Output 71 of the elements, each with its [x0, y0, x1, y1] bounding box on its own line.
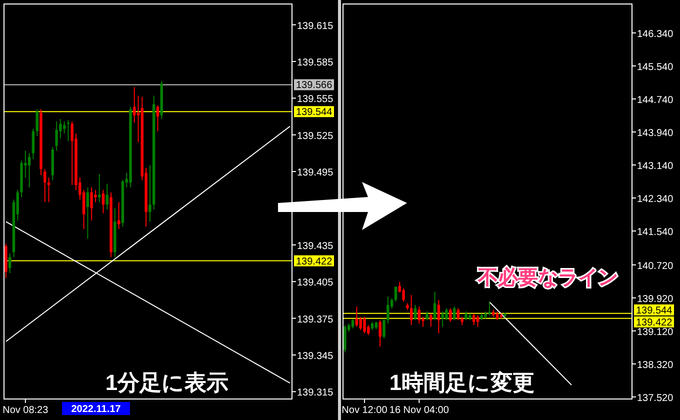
- candlestick: [382, 318, 386, 339]
- candlestick: [488, 301, 491, 316]
- y-tick-label: 142.340: [637, 194, 674, 205]
- candlestick: [90, 186, 93, 221]
- x-tick-label: 16 Nov 04:00: [389, 405, 450, 416]
- y-tick-label: 139.315: [297, 388, 334, 399]
- candlestick: [344, 324, 346, 353]
- candlestick: [32, 128, 35, 160]
- candlestick: [359, 316, 362, 331]
- y-tick-label: 139.435: [297, 240, 334, 252]
- candlestick: [70, 120, 74, 186]
- candlestick: [133, 86, 136, 124]
- candlestick: [472, 313, 476, 326]
- text: 2022.11.17: [71, 404, 122, 415]
- candlestick: [363, 316, 366, 334]
- y-tick-label: 141.540: [637, 227, 674, 238]
- y-tick-label: 137.520: [637, 392, 674, 404]
- candlestick: [148, 164, 152, 222]
- candlestick: [55, 120, 58, 152]
- candlestick: [86, 186, 90, 240]
- candlestick: [441, 310, 444, 328]
- y-tick-label: 140.720: [637, 260, 674, 272]
- y-tick-label: 139.920: [637, 294, 674, 305]
- candlestick: [102, 189, 105, 214]
- candlestick: [66, 120, 70, 142]
- y-tick-label: 139.585: [297, 57, 334, 68]
- candlestick: [410, 294, 413, 326]
- candlestick: [433, 291, 436, 321]
- y-tick-label: 143.940: [637, 128, 674, 139]
- y-tick-label: 143.140: [637, 160, 674, 172]
- candlestick: [47, 177, 50, 203]
- y-tick-label: 139.345: [297, 350, 334, 362]
- y-tick-label: 139.405: [297, 278, 334, 289]
- candlestick: [378, 320, 382, 348]
- candlestick: [445, 308, 448, 321]
- y-tick-label: 139.120: [637, 326, 674, 338]
- y-tick-label: 146.340: [637, 28, 674, 40]
- x-tick-label: Nov 12:00: [342, 405, 388, 416]
- y-tick-label: 144.740: [637, 94, 674, 106]
- candlestick: [28, 152, 31, 188]
- ref-line-label: 139.566: [296, 80, 333, 92]
- y-tick-label: 139.555: [297, 94, 334, 106]
- candlestick: [355, 306, 358, 328]
- candlestick: [402, 288, 405, 302]
- candlestick: [156, 105, 160, 132]
- candlestick: [394, 286, 398, 302]
- ref-line-label: 139.544: [636, 305, 673, 316]
- y-tick-label: 138.320: [637, 360, 674, 371]
- candlestick: [36, 108, 38, 137]
- y-tick-label: 139.615: [297, 20, 334, 32]
- candlestick: [452, 306, 456, 321]
- candlestick: [351, 318, 354, 329]
- candlestick: [437, 299, 440, 334]
- ref-line-label: 139.422: [636, 317, 673, 328]
- y-tick-label: 145.540: [637, 62, 674, 73]
- annotation: 1分足に表示: [105, 370, 229, 395]
- candlestick: [8, 252, 12, 274]
- annotation: 不必要なライン: [477, 266, 618, 289]
- candlestick: [476, 314, 480, 328]
- y-tick-label: 139.525: [297, 130, 334, 142]
- candlestick: [430, 313, 432, 328]
- candlestick: [386, 296, 390, 324]
- candlestick: [449, 308, 452, 322]
- ref-line-label: 139.422: [296, 256, 333, 268]
- y-tick-label: 139.495: [297, 168, 334, 179]
- candlestick: [414, 304, 417, 321]
- annotation: 1時間足に変更: [389, 370, 535, 395]
- x-tick-label: Nov 08:23: [2, 405, 49, 416]
- candlestick: [44, 168, 46, 203]
- y-tick-label: 139.375: [297, 314, 334, 326]
- ref-line-label: 139.544: [296, 107, 333, 118]
